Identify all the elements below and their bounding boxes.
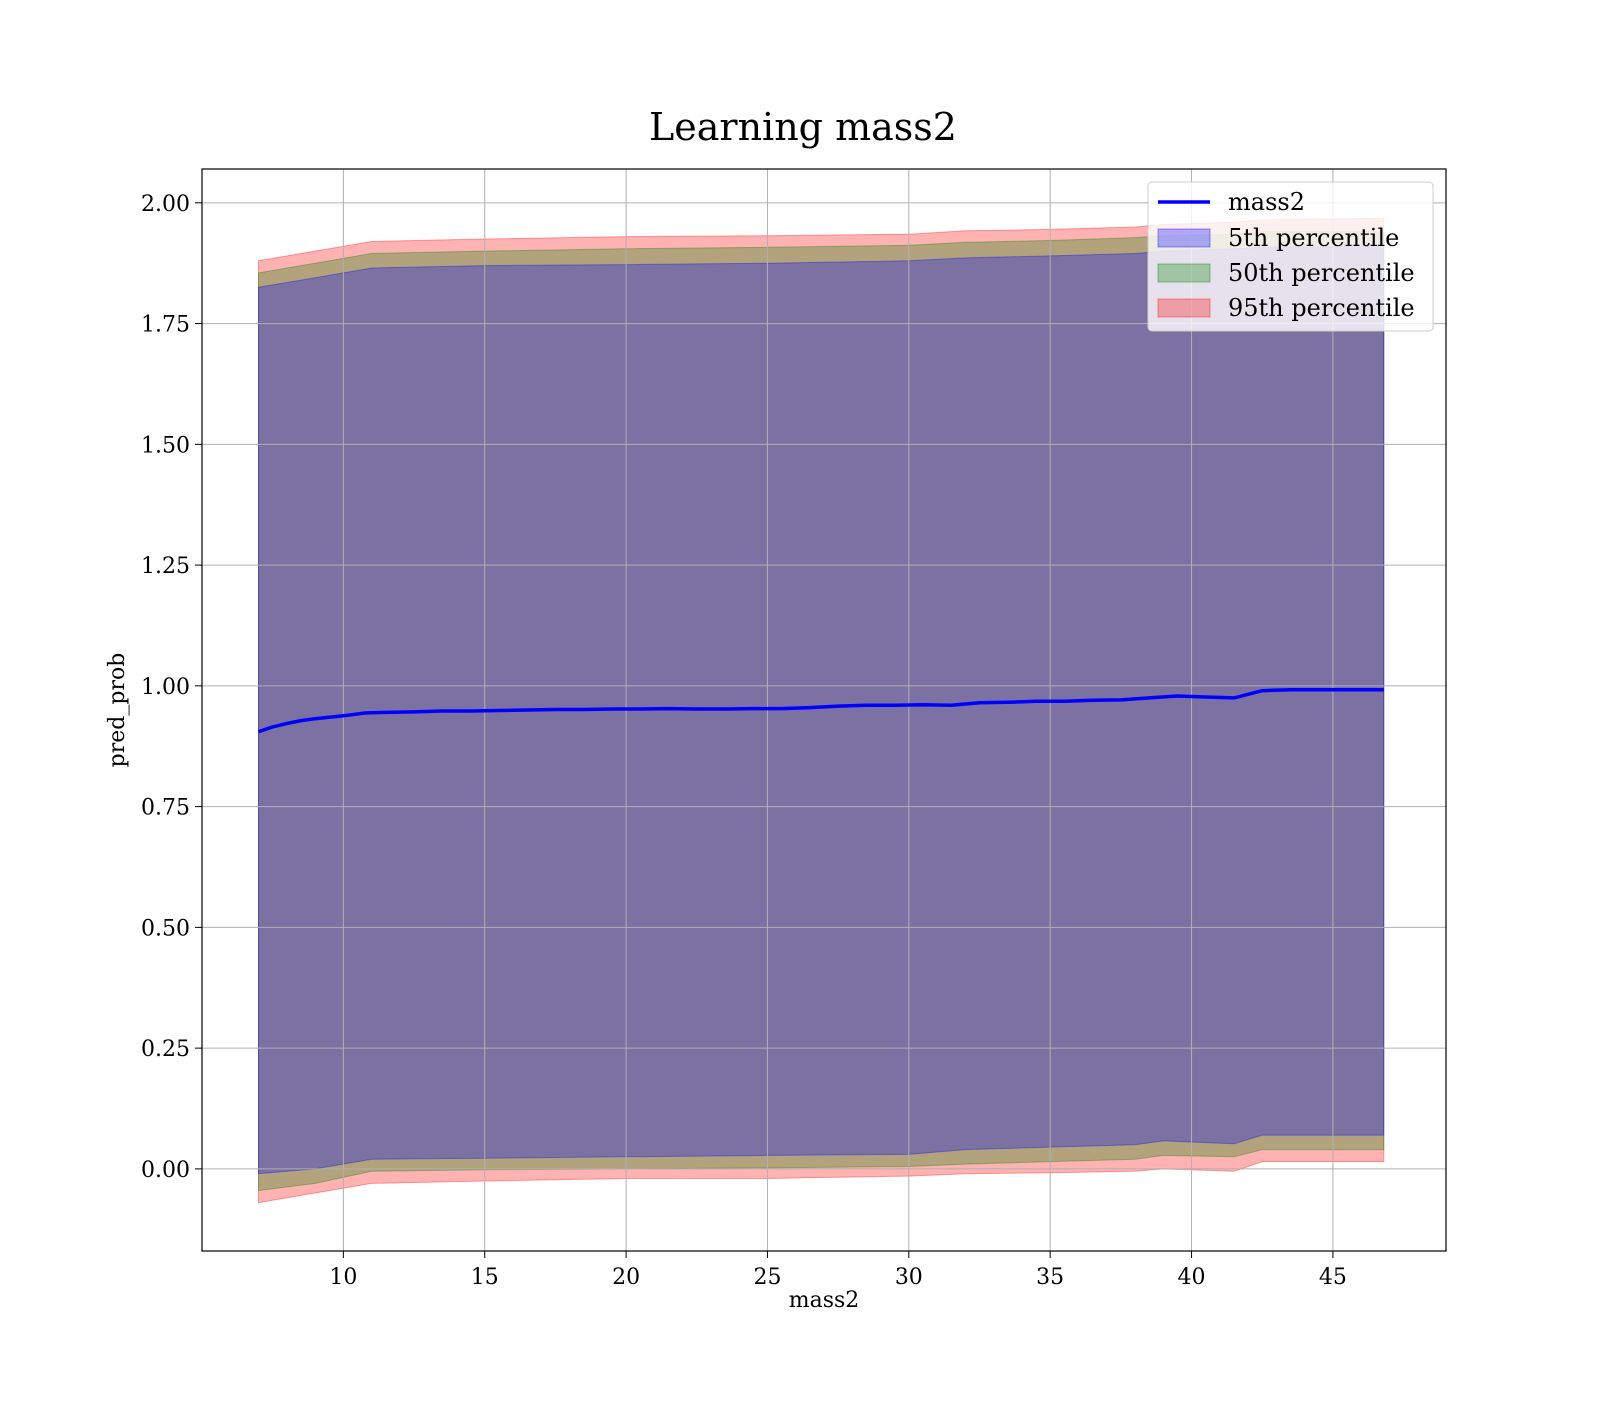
x-tick-label: 20 — [612, 1265, 640, 1290]
legend-swatch — [1157, 228, 1211, 248]
y-tick-label: 2.00 — [141, 192, 190, 217]
x-tick-label: 45 — [1319, 1265, 1347, 1290]
y-tick-label: 0.25 — [141, 1037, 190, 1062]
band-2 — [258, 245, 1385, 1175]
legend: mass2 5th percentile 50th percentile 95th p… — [1147, 181, 1434, 332]
x-axis-title: mass2 — [789, 1288, 860, 1313]
line-layer — [257, 687, 1384, 734]
chart-title: Learning mass2 — [649, 105, 957, 149]
legend-label: 95th percentile — [1228, 294, 1415, 322]
y-tick-label: 1.00 — [141, 675, 190, 700]
ticks-layer: 10 15 20 25 30 35 40 45 0.00 0.25 0.50 0.75 1.00 1.25… — [141, 192, 1347, 1290]
legend-items: mass2 5th percentile 50th percentile 95th p… — [1157, 188, 1415, 322]
legend-label: mass2 — [1228, 188, 1305, 216]
y-tick-label: 0.50 — [141, 916, 190, 941]
band-0 — [258, 217, 1385, 1204]
x-tick-label: 40 — [1178, 1265, 1206, 1290]
x-tick-label: 25 — [753, 1265, 781, 1290]
series-line-mass2 — [257, 687, 1384, 734]
y-axis-title: pred_prob — [105, 653, 130, 768]
bands-layer — [258, 217, 1385, 1204]
legend-swatch — [1157, 263, 1211, 283]
legend-box — [1147, 181, 1434, 332]
y-tick-label: 0.75 — [141, 796, 190, 821]
legend-label: 50th percentile — [1228, 259, 1415, 287]
legend-label: 5th percentile — [1228, 224, 1399, 252]
x-tick-label: 15 — [471, 1265, 499, 1290]
y-tick-label: 0.00 — [141, 1158, 190, 1183]
x-tick-label: 35 — [1036, 1265, 1064, 1290]
x-tick-label: 30 — [895, 1265, 923, 1290]
y-tick-label: 1.50 — [141, 433, 190, 458]
plot-frame — [201, 168, 1447, 1252]
y-tick-label: 1.75 — [141, 313, 190, 338]
grid-layer — [202, 169, 1446, 1251]
legend-swatch — [1157, 298, 1211, 318]
y-tick-label: 1.25 — [141, 554, 190, 579]
x-tick-label: 10 — [329, 1265, 357, 1290]
